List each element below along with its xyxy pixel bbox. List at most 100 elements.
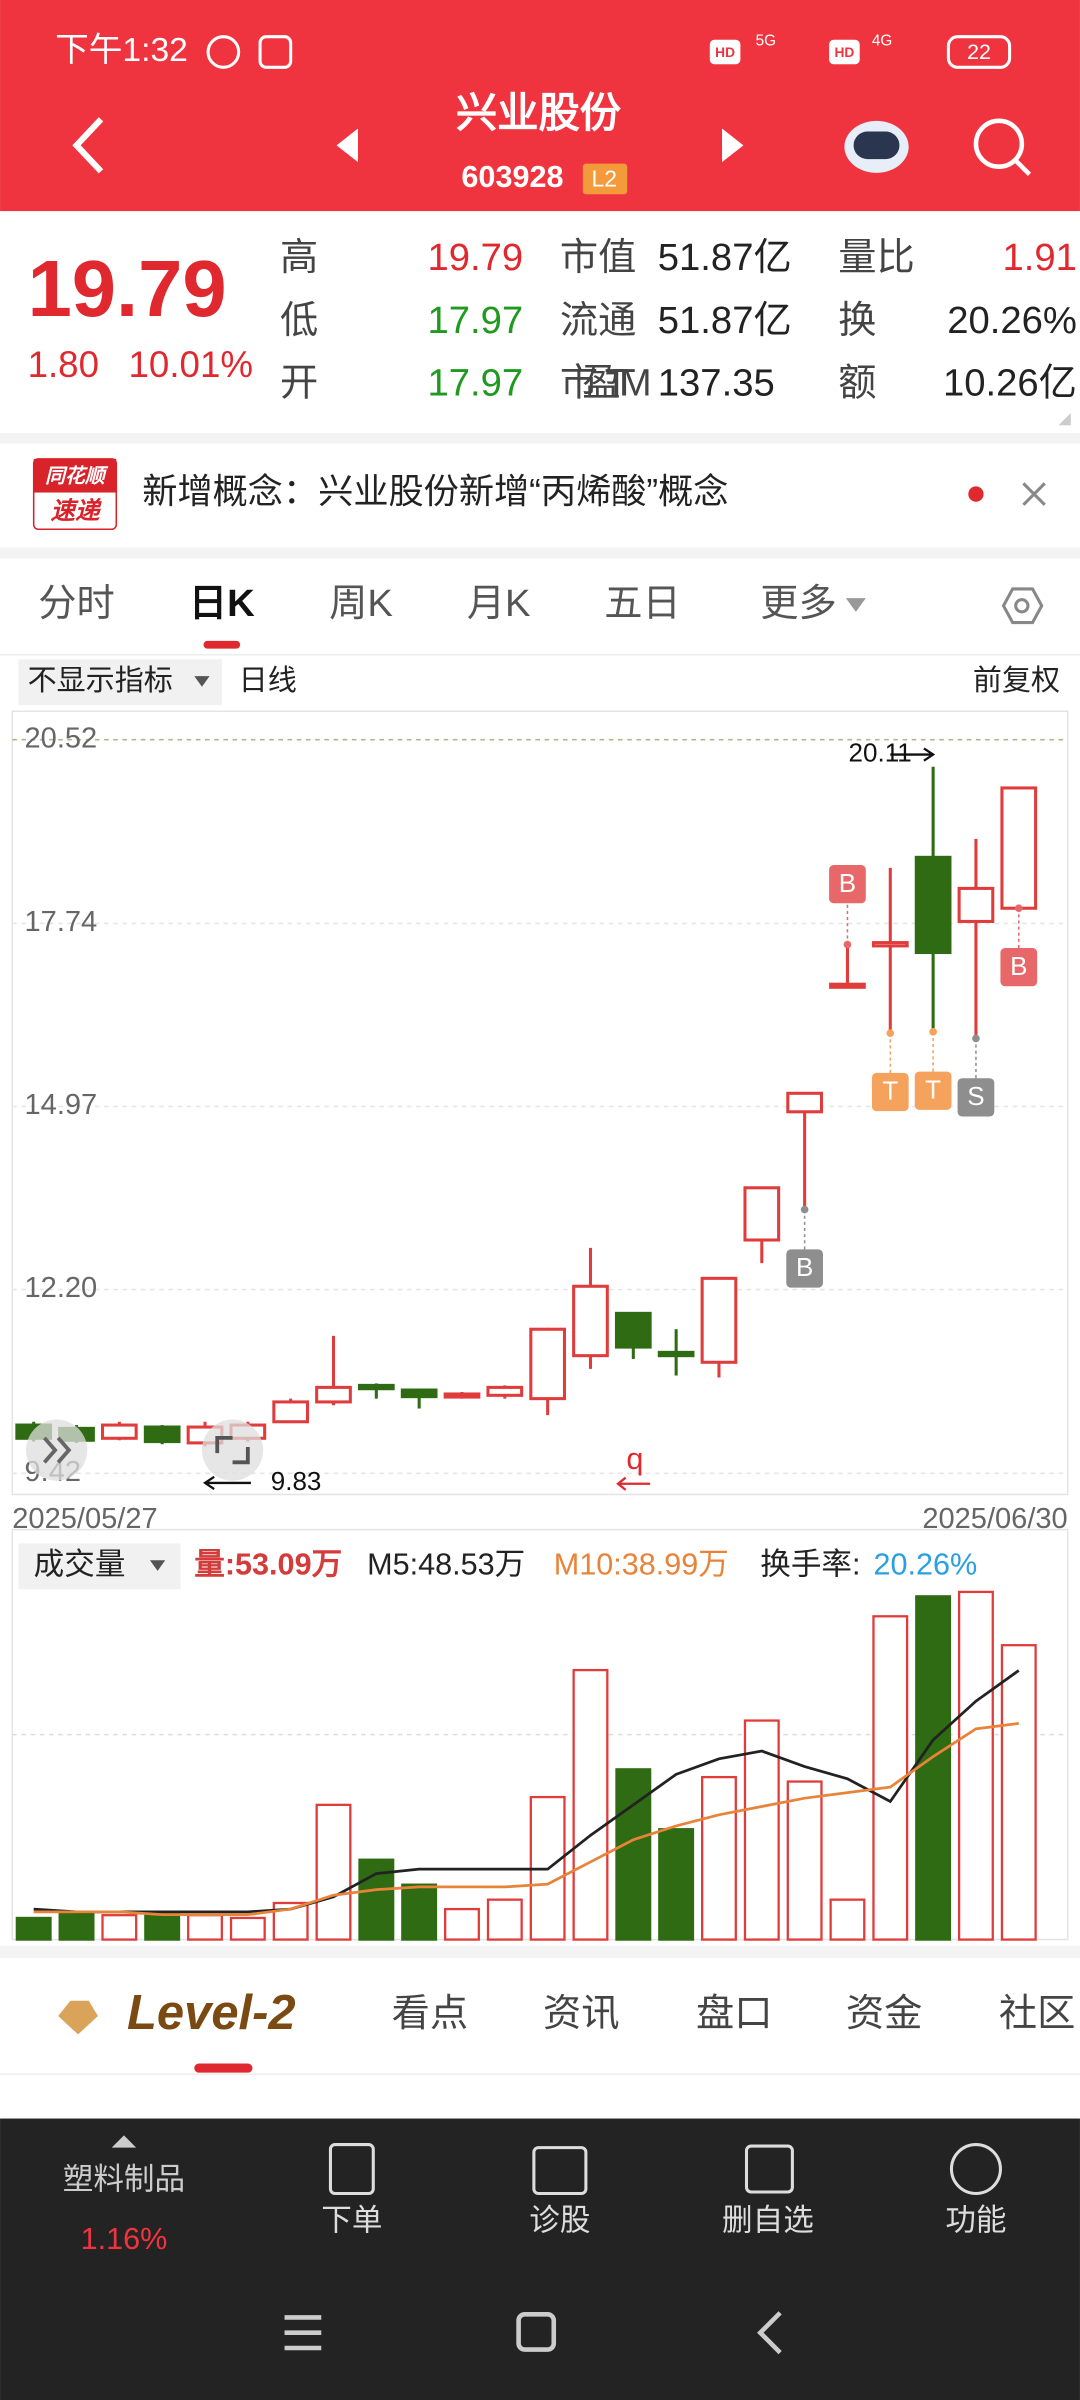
kline-frame xyxy=(11,710,1069,1496)
sector-name[interactable]: 塑料制品 xyxy=(63,2162,185,2196)
active-underline xyxy=(194,2063,253,2073)
volume-legend-item: M5:48.53万 xyxy=(367,1547,525,1581)
separator xyxy=(0,1945,1080,1958)
nfc-icon xyxy=(258,35,293,69)
candle-body xyxy=(657,1350,695,1358)
candle-body xyxy=(914,855,952,955)
info-tab[interactable]: 社区 xyxy=(999,1992,1075,2035)
period-tab[interactable]: 日K xyxy=(189,582,255,625)
period-tab[interactable]: 五日 xyxy=(604,582,680,625)
indicator-selector[interactable]: 不显示指标 xyxy=(28,664,173,697)
field-label: 量比 xyxy=(838,236,914,279)
volume-bar xyxy=(1000,1644,1037,1941)
field-label: 开 xyxy=(280,362,318,405)
close-news[interactable] xyxy=(1022,482,1046,506)
battery-level: 22 xyxy=(967,40,991,64)
volume-title[interactable]: 成交量 xyxy=(34,1547,126,1581)
back-button[interactable] xyxy=(72,117,104,174)
signal-label: B xyxy=(839,868,856,898)
footer-button[interactable]: 诊股 xyxy=(529,2204,590,2238)
field-value: 1.91 xyxy=(1002,236,1076,279)
hd-badge xyxy=(829,39,860,65)
remove-icon xyxy=(744,2144,794,2194)
news-text[interactable]: 新增概念：兴业股份新增“丙烯酸”概念 xyxy=(142,472,728,511)
candle-body xyxy=(357,1383,395,1391)
adjust-label[interactable]: 前复权 xyxy=(973,664,1060,697)
volume-bar xyxy=(58,1910,95,1941)
l2-text: L2 xyxy=(591,166,617,192)
volume-legend-item: 20.26% xyxy=(873,1547,977,1581)
candle-body xyxy=(143,1425,181,1444)
period-tab[interactable]: 月K xyxy=(467,582,531,625)
volume-legend-item: M10:38.99万 xyxy=(554,1547,729,1581)
volume-selector-bg[interactable] xyxy=(18,1543,181,1590)
info-tab[interactable]: 盘口 xyxy=(696,1992,772,2035)
footer-button[interactable]: 功能 xyxy=(945,2204,1006,2238)
candle-body xyxy=(400,1388,438,1399)
footer-button[interactable]: 下单 xyxy=(321,2204,382,2238)
period-tab[interactable]: 更多 xyxy=(760,582,836,625)
candle-body xyxy=(957,886,995,923)
nav-home[interactable] xyxy=(516,2312,557,2352)
hd-text: HD xyxy=(715,45,735,60)
field-label: 流通 xyxy=(560,299,636,342)
info-tab[interactable]: 资讯 xyxy=(543,1992,619,2035)
nav-back[interactable] xyxy=(757,2311,782,2355)
price: 19.79 xyxy=(28,244,227,333)
volume-bar xyxy=(829,1898,866,1941)
footer-buttons: 下单 诊股 删自选 功能 xyxy=(321,2204,1006,2238)
candle-body xyxy=(443,1392,481,1399)
field-label: 额 xyxy=(838,362,876,405)
settings-icon-center xyxy=(1014,598,1030,614)
period-tab[interactable]: 周K xyxy=(329,582,393,625)
signal-label: T xyxy=(925,1074,941,1104)
order-icon xyxy=(328,2143,375,2196)
info-tab[interactable]: 看点 xyxy=(392,1992,468,2035)
field-value: 19.79 xyxy=(427,236,523,279)
signal-badge xyxy=(786,1249,823,1288)
level2-icon xyxy=(58,2000,98,2035)
search-icon[interactable] xyxy=(973,118,1025,170)
field-value: 51.87亿 xyxy=(658,236,792,279)
y-tick-label: 17.74 xyxy=(25,906,98,938)
candle-body xyxy=(529,1327,567,1401)
moving-average-line xyxy=(33,1669,1020,1914)
volume-chart xyxy=(15,1590,1037,1941)
unread-dot xyxy=(968,486,984,502)
expand-corner[interactable] xyxy=(1058,413,1071,426)
field-label: 高 xyxy=(280,236,318,279)
active-underline xyxy=(203,640,241,649)
prev-stock[interactable] xyxy=(336,128,358,163)
price-change-pct: 10.01% xyxy=(129,344,253,385)
next-stock[interactable] xyxy=(722,128,744,163)
function-icon xyxy=(949,2143,1002,2196)
signal-dot xyxy=(972,1034,980,1043)
candle-body xyxy=(614,1311,652,1349)
search-handle xyxy=(1014,158,1032,177)
settings-icon[interactable] xyxy=(1001,587,1044,625)
separator xyxy=(0,547,1080,559)
status-time: 下午1:32 xyxy=(55,31,188,69)
volume-bar xyxy=(743,1719,780,1941)
candle-body xyxy=(1000,786,1038,910)
low-arrow xyxy=(202,1475,251,1490)
indicator-selector-bg[interactable] xyxy=(18,659,222,706)
field-label: 换 xyxy=(838,299,876,342)
nav-menu[interactable] xyxy=(284,2315,322,2351)
period-label: 日线 xyxy=(239,664,297,697)
period-tab[interactable]: 分时 xyxy=(38,582,114,625)
volume-bar xyxy=(572,1668,609,1941)
volume-bar xyxy=(101,1914,138,1941)
volume-legend: 量:53.09万 M5:48.53万 M10:38.99万 换手率: 20.26% xyxy=(194,1547,977,1581)
footer-button[interactable]: 删自选 xyxy=(722,2204,814,2238)
info-tab[interactable]: Level-2 xyxy=(127,1986,296,2040)
news-logo-text: 速递 xyxy=(51,497,102,525)
field-value: 20.26% xyxy=(947,299,1077,342)
stock-name: 兴业股份 xyxy=(456,90,622,136)
fullscreen-button[interactable] xyxy=(201,1419,264,1481)
signal-label: T xyxy=(882,1076,898,1106)
info-tab[interactable]: 资金 xyxy=(846,1992,922,2035)
battery xyxy=(946,35,1012,69)
